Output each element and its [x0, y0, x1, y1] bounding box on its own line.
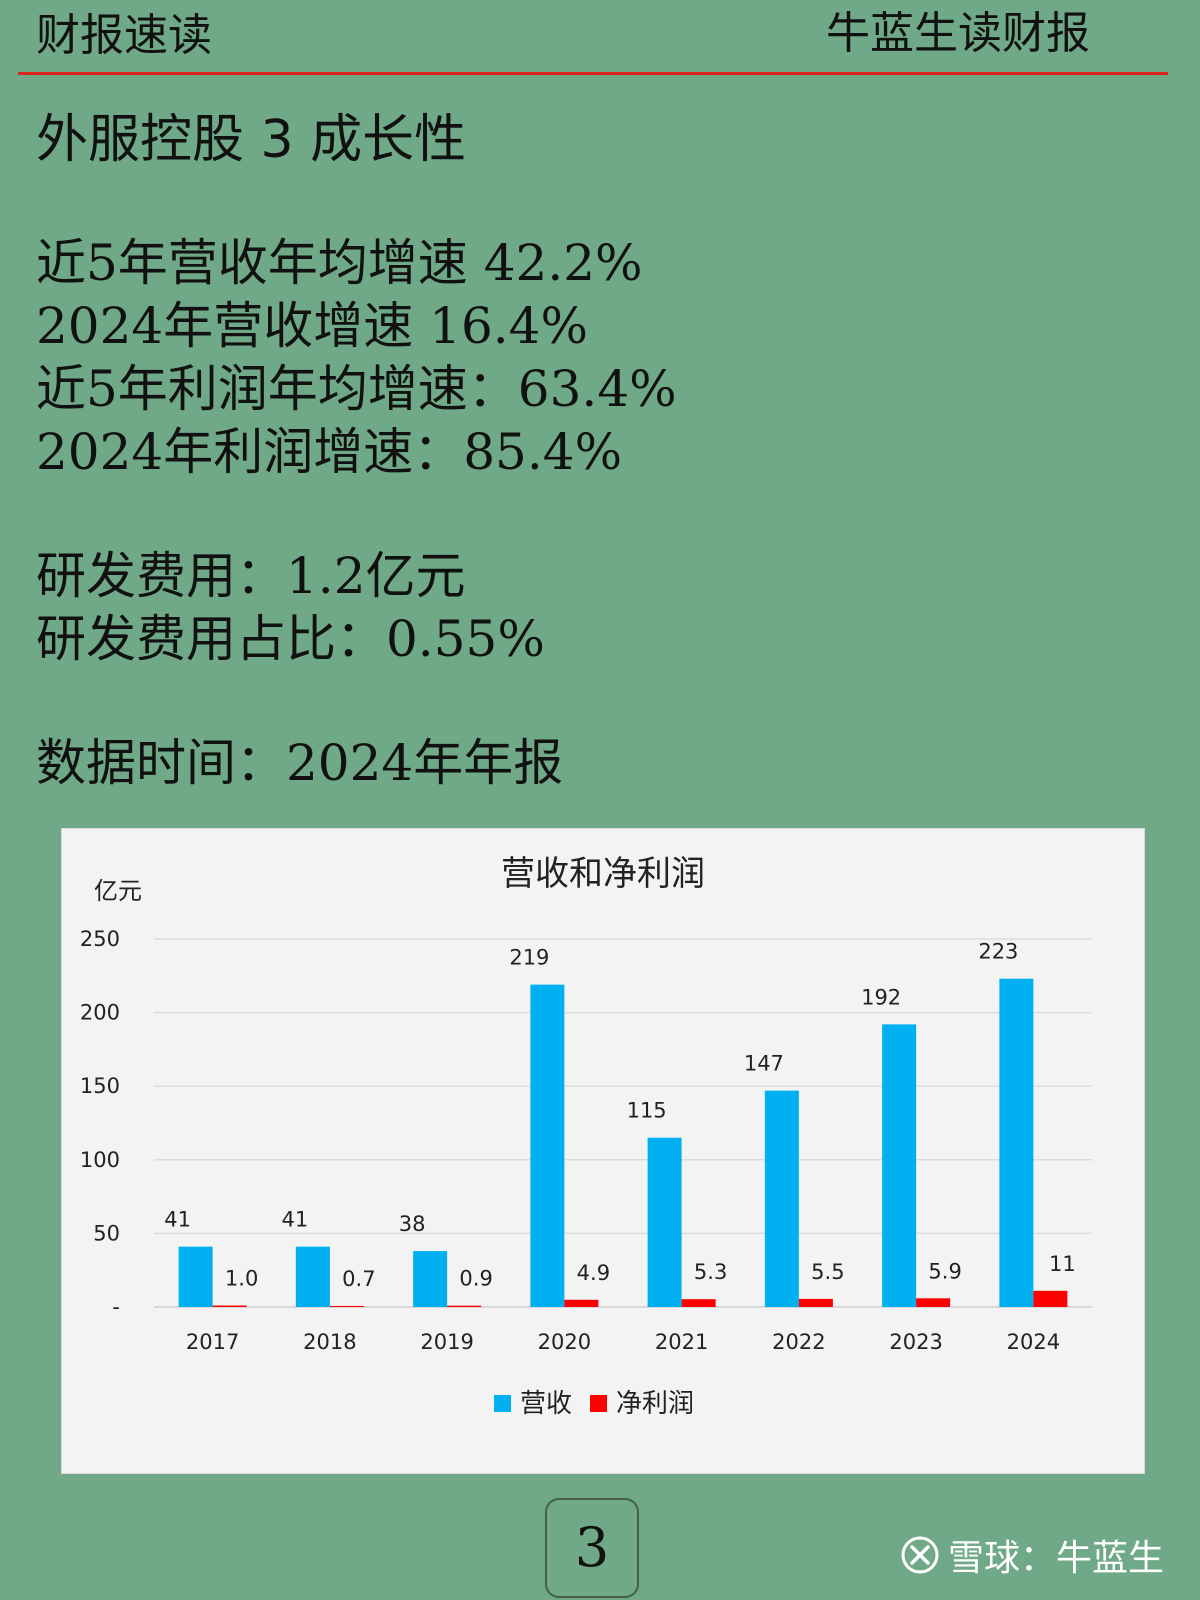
chart-title: 营收和净利润 [501, 854, 705, 894]
net-profit-data-label: 5.3 [694, 1260, 727, 1284]
revenue-profit-chart: 营收和净利润 亿元 - 50 100 150 200 250 41 1.0 41 0.7 38 0.… [61, 828, 1145, 1474]
revenue-data-label: 192 [861, 985, 901, 1009]
stats-block: 近5年营收年均增速 42.2% 2024年营收增速 16.4% 近5年利润年均增… [36, 232, 677, 795]
revenue-data-label: 223 [978, 940, 1018, 964]
net-profit-data-label: 4.9 [577, 1261, 610, 1285]
header-left-title: 财报速读 [36, 10, 212, 61]
spacer [36, 484, 677, 545]
net-profit-bar [1033, 1290, 1068, 1307]
page-title: 外服控股 3 成长性 [36, 110, 467, 170]
y-tick-label: 200 [80, 1001, 120, 1025]
revenue-data-label: 147 [744, 1052, 784, 1076]
page-number: 3 [545, 1498, 639, 1598]
watermark: 雪球：牛蓝生 [900, 1528, 1164, 1582]
y-axis-unit-label: 亿元 [94, 877, 142, 905]
bar-marks: 41 1.0 41 0.7 38 0.9 219 4.9 115 5.3 147 5.5 192 5.9 2… [164, 940, 1076, 1307]
revenue-bar [413, 1251, 448, 1307]
revenue-data-label: 41 [282, 1208, 309, 1232]
stat-rd-expense: 研发费用：1.2亿元 [36, 547, 466, 605]
header-right-brand: 牛蓝生读财报 [826, 8, 1090, 59]
legend-label-revenue: 营收 [520, 1389, 572, 1419]
revenue-data-label: 219 [509, 946, 549, 970]
net-profit-bar [329, 1305, 364, 1307]
y-tick-label: 150 [80, 1074, 120, 1098]
chart-svg: 营收和净利润 亿元 - 50 100 150 200 250 41 1.0 41 0.7 38 0.… [80, 854, 1092, 1419]
net-profit-bar [798, 1298, 833, 1307]
net-profit-data-label: 5.5 [811, 1260, 844, 1284]
revenue-bar [882, 1024, 917, 1307]
revenue-bar [530, 984, 565, 1307]
stat-revenue-growth: 2024年营收增速 16.4% [36, 297, 588, 355]
x-tick-label: 2023 [889, 1330, 942, 1354]
net-profit-data-label: 11 [1049, 1252, 1076, 1276]
net-profit-bar [564, 1299, 599, 1307]
revenue-bar [295, 1246, 330, 1307]
net-profit-bar [212, 1305, 247, 1307]
x-tick-label: 2020 [538, 1330, 591, 1354]
legend-label-net-profit: 净利润 [616, 1389, 694, 1419]
stat-profit-growth: 2024年利润增速：85.4% [36, 423, 623, 481]
stat-data-time: 数据时间：2024年年报 [36, 734, 564, 792]
revenue-data-label: 41 [164, 1208, 191, 1232]
y-tick-label: 100 [80, 1148, 120, 1172]
legend-swatch [494, 1395, 511, 1412]
x-axis-ticks: 2017 2018 2019 2020 2021 2022 2023 2024 [186, 1330, 1060, 1354]
net-profit-data-label: 1.0 [225, 1267, 258, 1291]
x-tick-label: 2018 [303, 1330, 356, 1354]
stat-revenue-cagr: 近5年营收年均增速 42.2% [36, 234, 643, 292]
chart-legend: 营收 净利润 [494, 1389, 694, 1419]
net-profit-data-label: 0.7 [342, 1267, 375, 1291]
net-profit-bar [916, 1298, 951, 1307]
header-divider [18, 72, 1168, 75]
revenue-bar [178, 1246, 213, 1307]
stat-profit-cagr: 近5年利润年均增速：63.4% [36, 360, 677, 418]
x-tick-label: 2019 [420, 1330, 473, 1354]
legend-swatch [590, 1395, 607, 1412]
net-profit-bar [447, 1305, 482, 1307]
y-tick-label: - [112, 1295, 120, 1319]
watermark-text: 雪球：牛蓝生 [947, 1538, 1164, 1579]
revenue-data-label: 115 [627, 1099, 667, 1123]
revenue-data-label: 38 [399, 1212, 426, 1236]
page-header: 财报速读 牛蓝生读财报 [0, 0, 1200, 78]
x-tick-label: 2017 [186, 1330, 239, 1354]
y-axis-ticks: - 50 100 150 200 250 [80, 927, 120, 1319]
x-tick-label: 2022 [772, 1330, 825, 1354]
y-tick-label: 250 [80, 927, 120, 951]
xueqiu-logo-icon [901, 1536, 939, 1574]
revenue-bar [647, 1137, 682, 1307]
stat-rd-ratio: 研发费用占比：0.55% [36, 610, 545, 668]
y-gridlines [154, 938, 1092, 1308]
x-tick-label: 2021 [655, 1330, 708, 1354]
net-profit-data-label: 0.9 [459, 1267, 492, 1291]
spacer [36, 671, 677, 732]
net-profit-data-label: 5.9 [928, 1259, 961, 1283]
revenue-bar [999, 978, 1034, 1307]
x-tick-label: 2024 [1007, 1330, 1060, 1354]
revenue-bar [764, 1090, 799, 1307]
net-profit-bar [681, 1299, 716, 1307]
y-tick-label: 50 [93, 1221, 120, 1245]
